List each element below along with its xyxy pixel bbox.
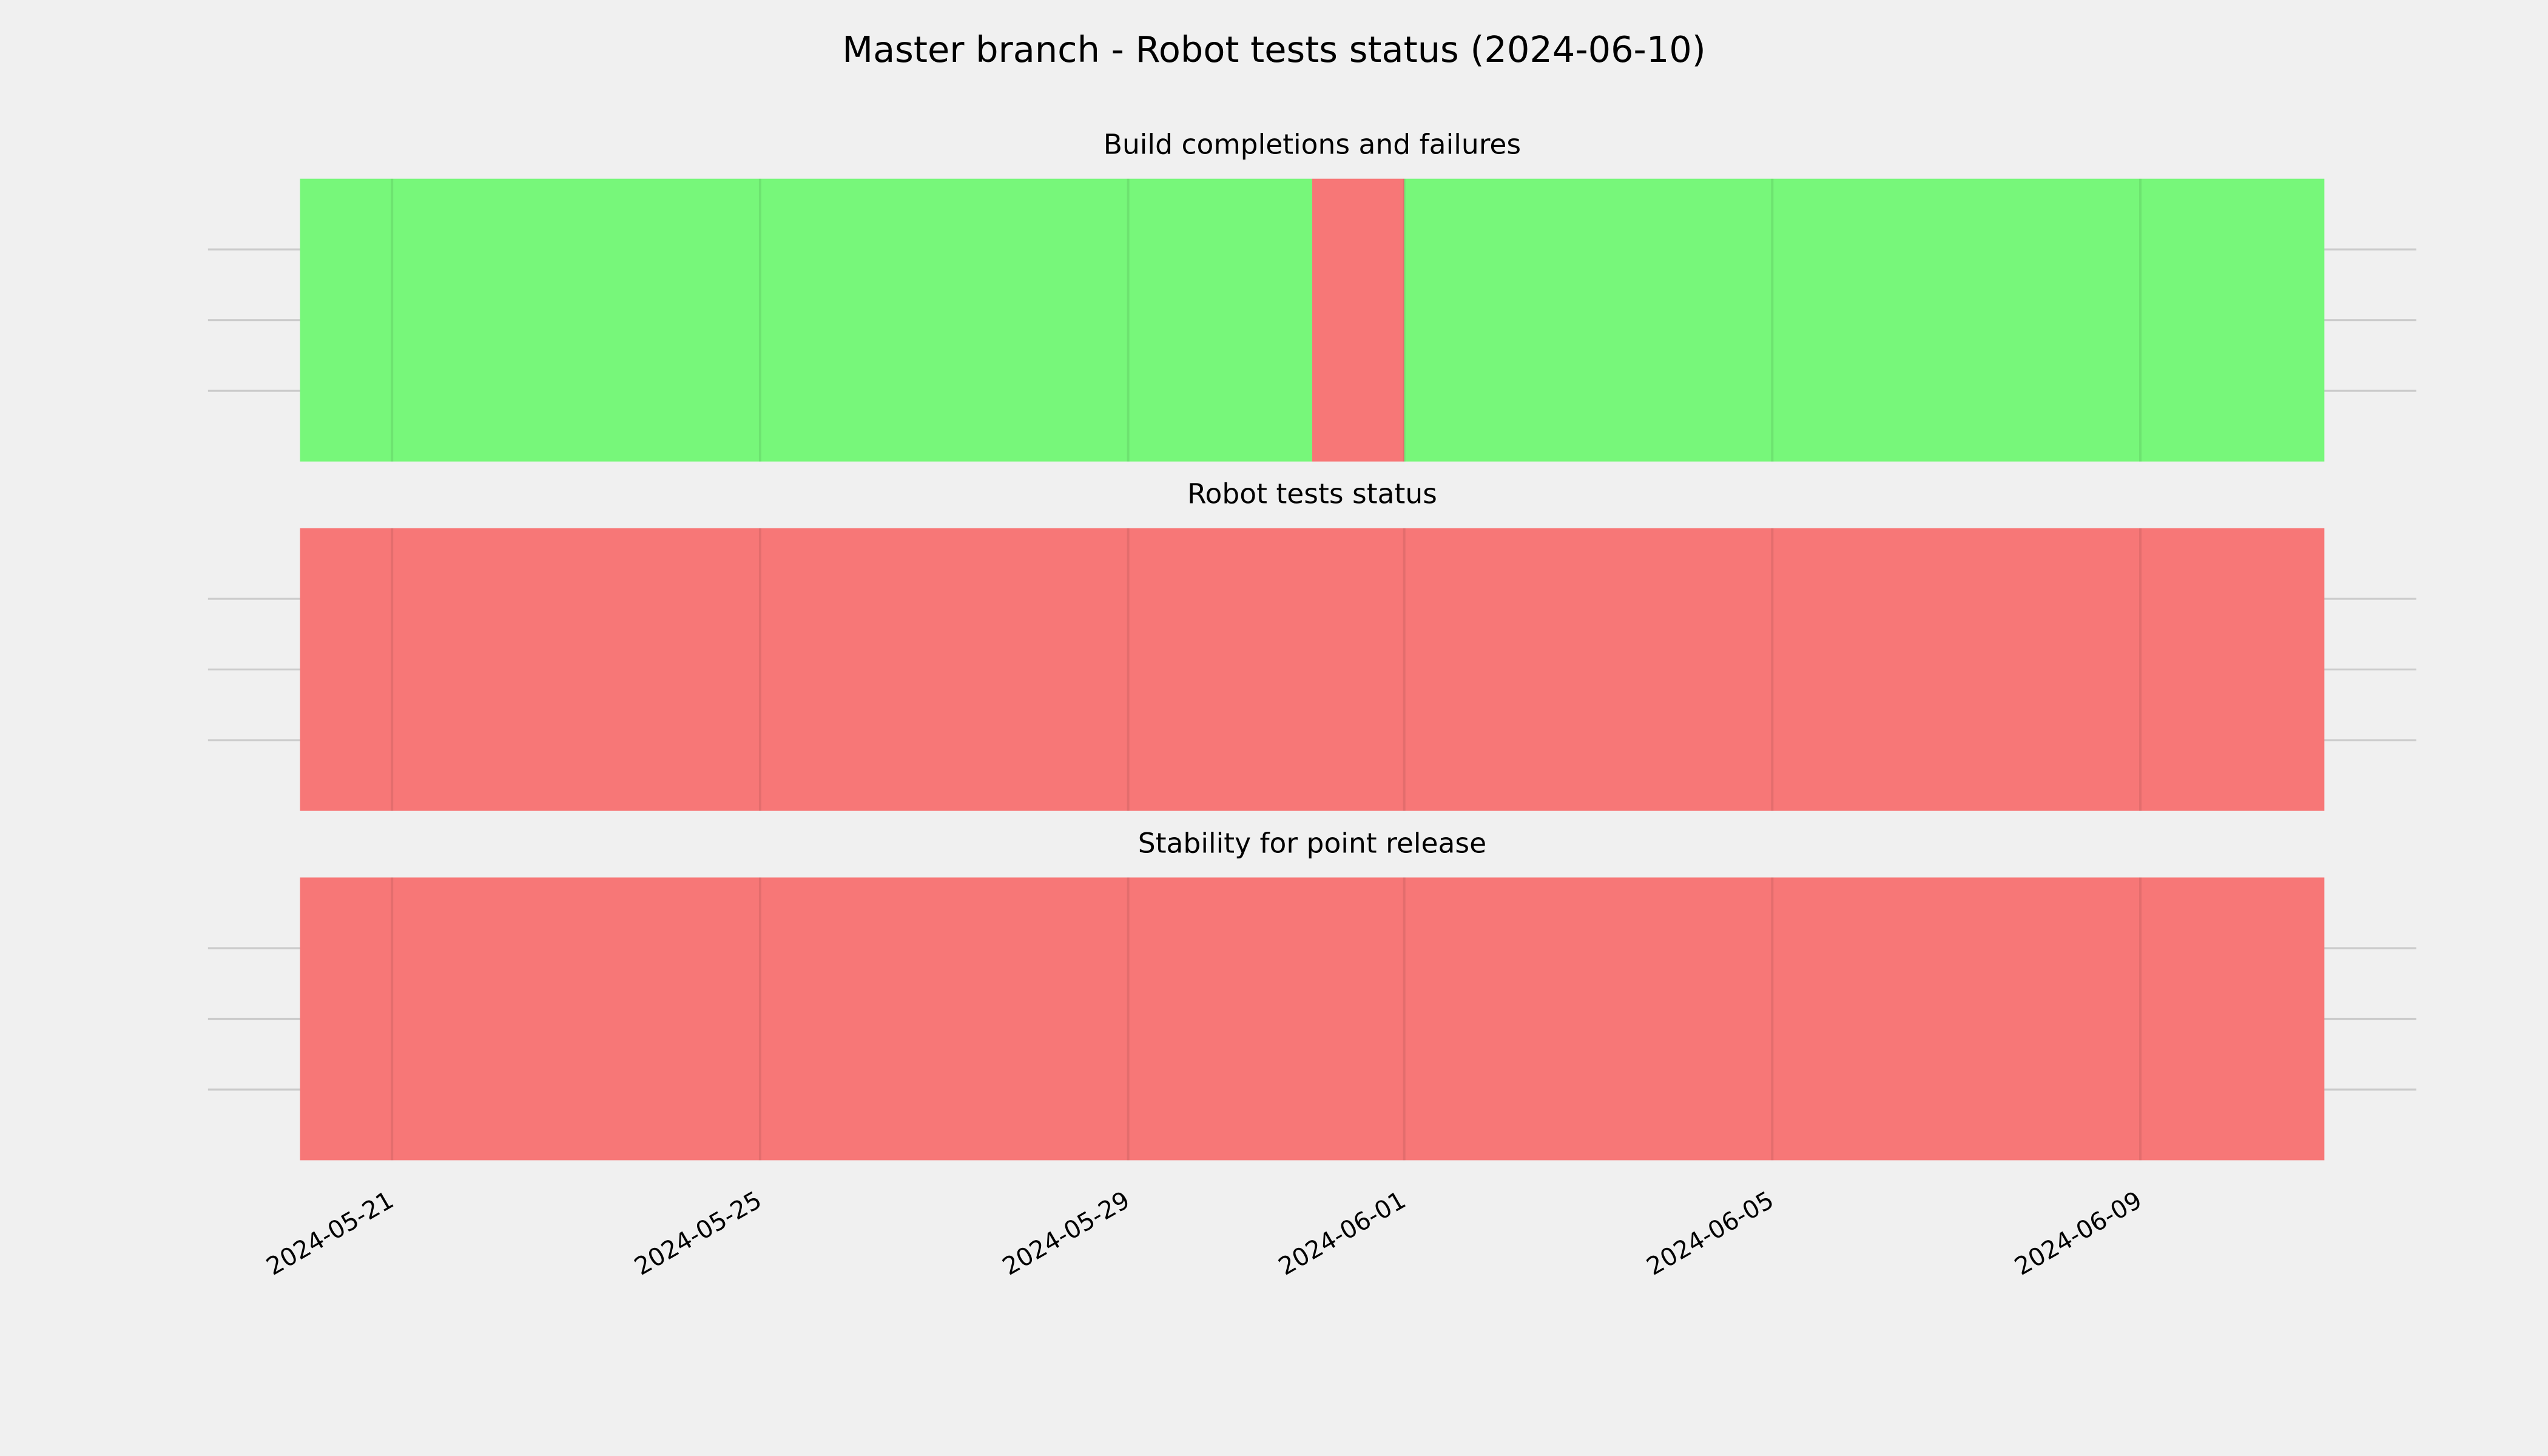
status-segment xyxy=(300,877,2325,1161)
panel-title: Robot tests status xyxy=(1187,477,1437,510)
chart-title: Master branch - Robot tests status (2024… xyxy=(842,29,1705,70)
status-segment xyxy=(300,178,1312,462)
status-segment xyxy=(1404,178,2325,462)
panel-title: Build completions and failures xyxy=(1104,129,1521,161)
status-segment xyxy=(1312,178,1404,462)
panel-title: Stability for point release xyxy=(1138,827,1486,859)
status-segment xyxy=(300,528,2325,811)
